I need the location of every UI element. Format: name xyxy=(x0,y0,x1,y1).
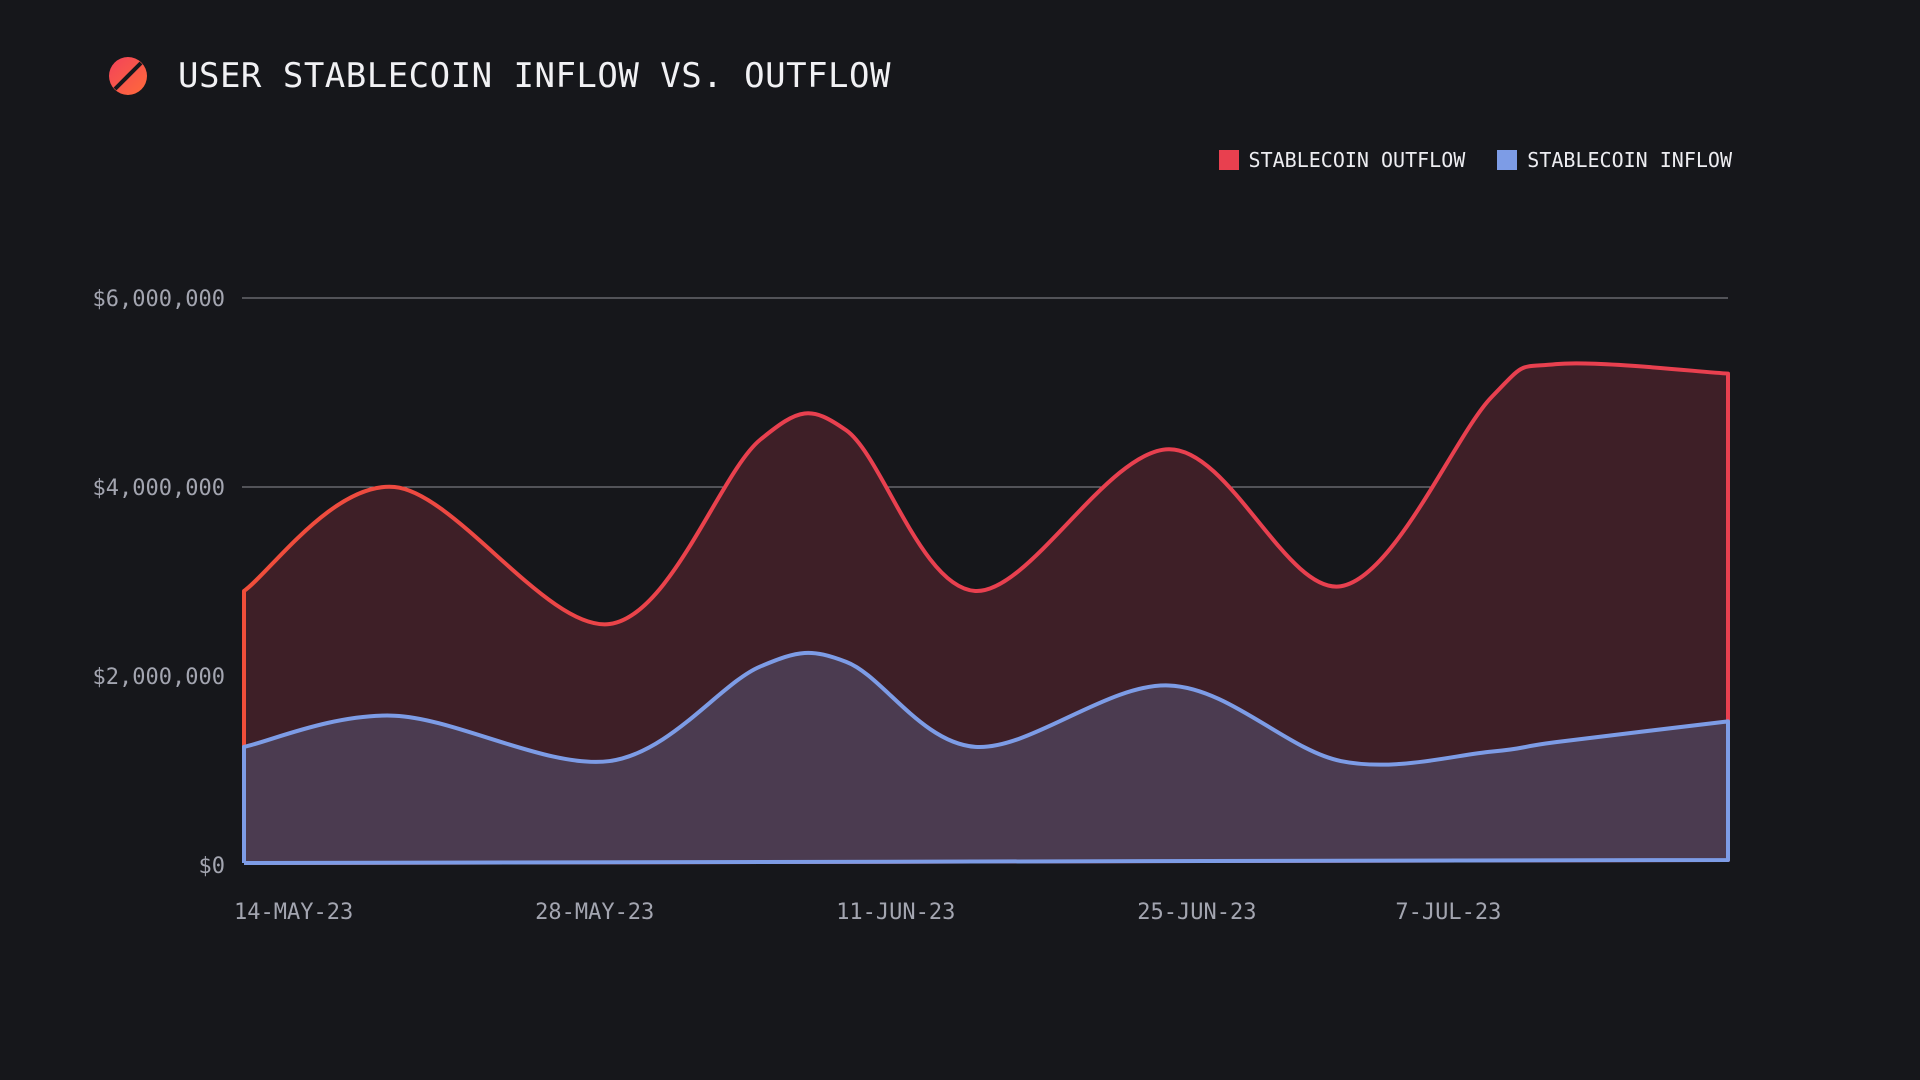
legend-item-inflow[interactable]: STABLECOIN INFLOW xyxy=(1497,148,1732,172)
series-line-outflow xyxy=(242,361,1730,865)
data-point-outflow[interactable] xyxy=(1554,362,1558,366)
data-point-inflow[interactable] xyxy=(973,745,977,749)
area-fill-outflow xyxy=(244,363,1728,863)
chart-legend: STABLECOIN OUTFLOW STABLECOIN INFLOW xyxy=(1218,148,1732,172)
legend-label-outflow: STABLECOIN OUTFLOW xyxy=(1248,148,1466,172)
data-point-outflow[interactable] xyxy=(1167,447,1171,451)
series-areas xyxy=(242,361,1730,865)
data-point-outflow[interactable] xyxy=(973,589,977,593)
legend-swatch-outflow xyxy=(1218,150,1239,170)
x-tick-label: 25-JUN-23 xyxy=(1137,900,1256,925)
x-tick-label: 11-JUN-23 xyxy=(836,900,955,925)
series-line-inflow xyxy=(242,650,1730,865)
y-tick-label: $4,000,000 xyxy=(93,476,225,501)
data-point-inflow[interactable] xyxy=(844,660,848,664)
data-point-outflow[interactable] xyxy=(393,485,397,489)
y-tick-label: $0 xyxy=(199,854,226,879)
data-point-inflow[interactable] xyxy=(1339,759,1343,763)
y-axis: $0 $2,000,000 $4,000,000 $6,000,000 xyxy=(93,287,225,879)
x-tick-label: 14-MAY-23 xyxy=(234,900,353,925)
area-fill-inflow xyxy=(244,652,1728,863)
legend-label-inflow: STABLECOIN INFLOW xyxy=(1527,148,1732,172)
data-point-outflow[interactable] xyxy=(1489,395,1493,399)
y-tick-label: $2,000,000 xyxy=(93,665,225,690)
data-point-inflow[interactable] xyxy=(393,714,397,718)
chart-header: USER STABLECOIN INFLOW VS. OUTFLOW xyxy=(108,56,891,96)
data-point-inflow[interactable] xyxy=(1554,740,1558,744)
x-tick-label: 7-JUL-23 xyxy=(1395,900,1501,925)
data-point-inflow[interactable] xyxy=(242,745,246,749)
data-point-outflow[interactable] xyxy=(1726,372,1730,376)
data-point-outflow[interactable] xyxy=(608,622,612,626)
data-point-outflow[interactable] xyxy=(1339,584,1343,588)
data-point-outflow[interactable] xyxy=(242,589,246,593)
x-axis: 14-MAY-23 28-MAY-23 11-JUN-23 25-JUN-23 7-JU… xyxy=(234,900,1501,925)
data-point-inflow[interactable] xyxy=(1726,719,1730,723)
data-point-inflow[interactable] xyxy=(1167,683,1171,687)
chart-title: USER STABLECOIN INFLOW VS. OUTFLOW xyxy=(178,56,891,96)
x-tick-label: 28-MAY-23 xyxy=(535,900,654,925)
legend-swatch-inflow xyxy=(1497,150,1518,170)
data-point-outflow[interactable] xyxy=(758,438,762,442)
y-tick-label: $6,000,000 xyxy=(93,287,225,312)
legend-item-outflow[interactable]: STABLECOIN OUTFLOW xyxy=(1218,148,1466,172)
data-point-inflow[interactable] xyxy=(758,665,762,669)
slashed-circle-logo-icon xyxy=(109,57,147,95)
data-point-inflow[interactable] xyxy=(1489,750,1493,754)
data-point-outflow[interactable] xyxy=(844,428,848,432)
data-point-inflow[interactable] xyxy=(608,759,612,763)
